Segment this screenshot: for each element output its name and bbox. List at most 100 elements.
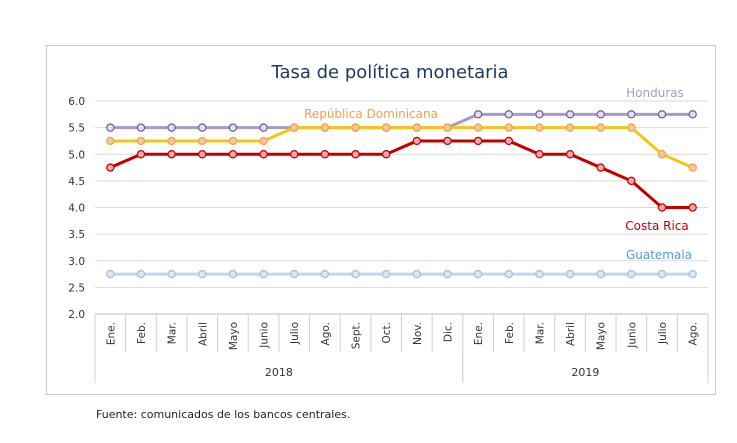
x-tick-label: Oct. [381,322,393,344]
data-point [535,150,544,159]
data-point [504,123,513,132]
data-point [412,269,422,279]
data-point [412,136,422,146]
data-point [351,123,360,132]
data-point [688,269,697,279]
data-point [290,269,299,279]
data-point [136,150,146,159]
data-point [596,163,605,172]
data-point [473,123,483,132]
x-tick-label: Mayo [596,322,608,350]
data-point [688,163,697,172]
data-point [136,136,146,146]
x-tick-label: Ene. [473,322,485,345]
data-point [136,269,146,279]
data-point [228,136,238,146]
series-label: República Dominicana [304,107,438,121]
data-point [228,269,238,279]
y-tick-label: 5.5 [68,123,85,135]
data-point [198,269,207,279]
x-tick-label: Dic. [442,322,454,342]
data-point [657,110,667,119]
data-point [320,123,330,132]
data-point [106,123,115,132]
y-tick-label: 6.0 [68,96,85,108]
x-tick-label: Feb. [504,322,516,344]
data-point [473,110,483,119]
data-point [627,110,636,119]
data-point [657,269,667,279]
data-point [596,110,605,119]
data-point [259,150,268,159]
series-label: Costa Rica [625,219,688,233]
data-point [473,269,483,279]
data-point [443,269,452,279]
x-tick-label: Ene. [105,322,117,345]
series-label: Guatemala [626,248,692,262]
data-point [320,269,330,279]
data-point [535,269,544,279]
data-point [228,150,238,159]
data-point [565,110,575,119]
y-tick-label: 4.0 [68,203,85,215]
y-tick-label: 2.5 [68,282,85,294]
data-point [167,269,176,279]
data-point [565,150,575,159]
data-point [504,269,513,279]
series-layer [106,110,697,279]
y-tick-label: 5.0 [68,149,85,161]
data-point [596,123,605,132]
data-point [167,123,176,132]
data-point [351,269,360,279]
data-point [106,163,115,172]
data-point [443,136,452,146]
data-point [473,136,483,146]
data-point [535,110,544,119]
data-point [167,136,176,146]
year-label: 2018 [265,366,293,379]
x-tick-label: Julio [657,322,669,345]
data-point [565,269,575,279]
data-point [657,203,667,212]
x-tick-label: Julio [289,322,301,345]
data-point [167,150,176,159]
grid-layer [95,100,708,315]
data-point [381,269,391,279]
data-point [106,136,115,146]
series-label: Honduras [626,86,684,100]
data-point [381,150,391,159]
data-point [412,123,422,132]
axis-layer: 6.0 5.5 5.0 4.5 4.0 3.5 3.0 2.5 2.0 Ene. Feb. Mar. A… [68,96,709,383]
data-point [198,123,207,132]
year-label: 2019 [571,366,599,379]
source-note: Fuente: comunicados de los bancos centra… [96,408,351,421]
data-point [657,150,667,159]
x-tick-label: Feb. [136,322,148,344]
data-point [688,110,697,119]
data-point [565,123,575,132]
data-point [627,123,636,132]
x-tick-label: Sept. [351,322,363,349]
data-point [259,123,268,132]
x-tick-label: Ago. [688,322,700,345]
x-tick-label: Nov. [412,322,424,345]
x-tick-label: Junio [626,322,638,349]
label-layer: Honduras República Dominicana Costa Rica Gu… [304,86,692,262]
data-point [596,269,605,279]
x-tick-label: Abril [197,322,209,346]
data-point [290,150,299,159]
x-tick-label: Junio [259,322,271,349]
data-point [535,123,544,132]
x-tick-label: Mar. [534,322,546,344]
data-point [290,123,299,132]
y-tick-label: 3.5 [68,229,85,241]
y-tick-label: 2.0 [68,309,85,321]
data-point [351,150,360,159]
data-point [504,110,513,119]
x-tick-label: Mar. [167,322,179,344]
y-tick-label: 3.0 [68,256,85,268]
series-line [110,126,694,169]
data-point [198,150,207,159]
data-point [688,203,697,212]
data-point [259,136,268,146]
